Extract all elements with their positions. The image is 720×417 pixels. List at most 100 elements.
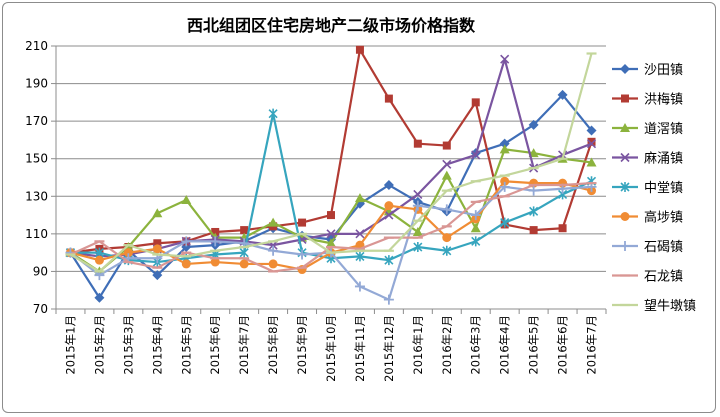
x-tick-label: 2015年3月 — [121, 315, 135, 375]
data-point — [442, 233, 452, 243]
data-point — [152, 208, 163, 218]
data-point — [558, 224, 567, 233]
data-point — [384, 210, 394, 220]
legend-marker — [620, 241, 630, 251]
data-point — [210, 236, 221, 247]
data-point — [470, 210, 481, 221]
series-9 — [65, 52, 597, 273]
data-point — [586, 157, 597, 167]
data-point — [268, 108, 278, 119]
data-point — [586, 125, 597, 136]
x-tick-label: 2015年11月 — [353, 315, 367, 382]
data-point — [239, 259, 249, 269]
legend-label: 石碣镇 — [644, 240, 683, 255]
data-point — [586, 139, 597, 149]
data-point — [94, 292, 105, 303]
data-point — [123, 248, 133, 258]
x-tick-label: 2016年5月 — [527, 315, 541, 375]
data-point — [383, 294, 394, 305]
legend-item-5: 中堂镇 — [612, 181, 683, 196]
x-tick-label: 2015年6月 — [208, 315, 222, 375]
legend-label: 高埗镇 — [644, 210, 683, 226]
legend-item-3: 道滘镇 — [612, 122, 683, 137]
x-axis-ticks: 2015年1月 2015年2月 2015年3月 2015年4月 2015年5月 2015年… — [55, 309, 607, 382]
legend-item-7: 石碣镇 — [612, 240, 683, 255]
data-point — [327, 211, 335, 220]
y-tick-label: 190 — [25, 77, 48, 91]
y-tick-label: 90 — [33, 264, 48, 278]
x-tick-label: 2015年10月 — [324, 315, 338, 382]
data-point — [413, 242, 423, 253]
legend-item-2: 洪梅镇 — [612, 93, 683, 108]
x-tick-label: 2015年7月 — [237, 315, 251, 375]
data-point — [355, 45, 364, 54]
data-point — [470, 223, 481, 233]
y-tick-label: 210 — [25, 39, 48, 53]
data-point — [354, 193, 365, 203]
data-point — [442, 141, 451, 150]
data-point — [441, 170, 452, 180]
data-point — [529, 206, 539, 217]
x-tick-label: 2016年2月 — [440, 315, 454, 375]
y-tick-label: 130 — [25, 189, 48, 203]
legend-label: 石龙镇 — [644, 270, 683, 285]
data-point — [442, 159, 452, 169]
x-tick-label: 2015年1月 — [63, 315, 77, 375]
legend-marker — [620, 182, 630, 192]
data-point — [210, 257, 220, 267]
data-point — [471, 150, 481, 160]
legend-label: 麻涌镇 — [644, 152, 683, 167]
chart-title: 西北组团区住宅房地产二级市场价格指数 — [187, 16, 476, 35]
legend-item-9: 望牛墩镇 — [612, 298, 696, 314]
data-point — [383, 180, 394, 191]
data-point — [557, 89, 568, 100]
data-point — [297, 249, 308, 260]
data-point — [528, 119, 539, 130]
data-point — [441, 204, 452, 215]
data-point — [354, 281, 365, 292]
data-point — [384, 255, 394, 266]
data-point — [355, 251, 365, 262]
data-point — [298, 218, 307, 227]
legend-label: 沙田镇 — [644, 63, 683, 78]
x-tick-label: 2015年2月 — [92, 315, 106, 375]
data-point — [268, 259, 278, 269]
y-tick-label: 150 — [25, 152, 48, 166]
data-point — [499, 181, 510, 192]
legend-marker — [620, 64, 630, 74]
data-point — [499, 138, 510, 149]
x-tick-label: 2015年8月 — [266, 315, 280, 375]
legend-item-6: 高埗镇 — [612, 210, 683, 226]
y-axis-ticks: 70 90 110 130 150 170 190 210 — [25, 39, 56, 316]
data-point — [94, 255, 104, 265]
gridlines — [56, 45, 606, 310]
y-tick-label: 110 — [25, 227, 48, 241]
legend-label: 望牛墩镇 — [644, 298, 696, 314]
x-tick-label: 2015年12月 — [382, 315, 396, 382]
legend-marker — [620, 123, 630, 132]
data-point — [211, 227, 220, 236]
data-point — [500, 176, 510, 186]
data-point — [413, 189, 423, 199]
plot-area — [65, 45, 597, 305]
data-point — [587, 137, 596, 146]
data-point — [239, 247, 249, 258]
x-tick-label: 2016年7月 — [585, 315, 599, 375]
data-point — [384, 201, 394, 211]
x-tick-label: 2016年4月 — [498, 315, 512, 375]
data-point — [152, 270, 163, 281]
data-point — [413, 139, 422, 148]
data-point — [412, 200, 423, 211]
data-point — [181, 236, 192, 247]
data-point — [152, 244, 162, 254]
x-tick-label: 2015年4月 — [150, 315, 164, 375]
data-point — [268, 245, 279, 256]
legend-marker — [621, 94, 629, 103]
data-point — [500, 54, 510, 64]
data-point — [528, 185, 539, 196]
data-point — [471, 98, 480, 107]
x-tick-label: 2016年3月 — [469, 315, 483, 375]
data-point — [499, 144, 510, 154]
x-tick-label: 2015年9月 — [295, 315, 309, 375]
